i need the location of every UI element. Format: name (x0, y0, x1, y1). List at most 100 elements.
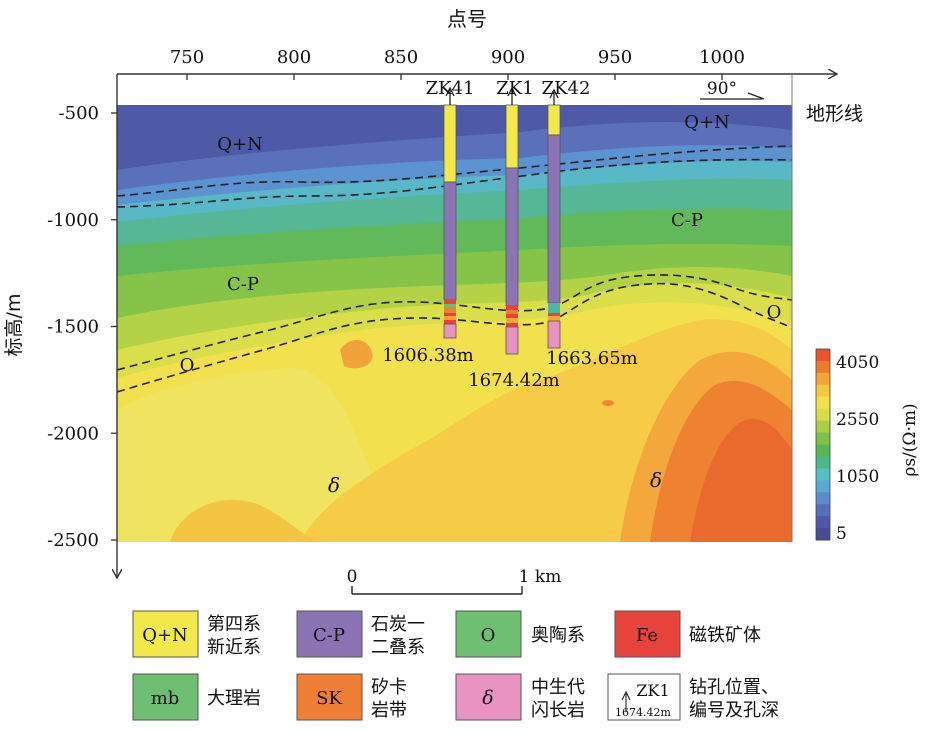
legend-symbol: δ (482, 687, 493, 709)
legend-symbol: ZK1 (636, 681, 669, 700)
left-axis-ticks: -500 -1000 -1500 -2000 -2500 (47, 103, 117, 551)
left-axis-tick-label: -1500 (47, 317, 99, 338)
unit-label-diorite-right: δ (650, 468, 662, 492)
colorbar-label: 5 (836, 524, 847, 544)
borehole-zk42 (547, 104, 561, 349)
legend-swatch-sk (296, 673, 363, 721)
top-axis-tick-label: 800 (277, 47, 311, 68)
legend-text: 大理岩 (207, 688, 261, 709)
legend-symbol: SK (316, 688, 342, 709)
colorbar-label: 2550 (836, 410, 879, 430)
colorbar-segment (816, 408, 830, 422)
colorbar-segment (816, 468, 830, 481)
top-axis: 750 800 850 900 950 1000 点号 (117, 7, 836, 80)
colorbar-segment (816, 432, 830, 445)
legend-swatch-diorite (455, 673, 522, 721)
unit-label-o-left: O (180, 355, 195, 376)
legend-swatch-o (455, 610, 522, 658)
legend-symbol: Fe (636, 625, 658, 646)
legend-symbol: C-P (313, 625, 345, 646)
scale-bar-end: 1 km (519, 567, 562, 587)
legend-swatch-cp (296, 610, 363, 658)
top-axis-tick-label: 900 (491, 47, 525, 68)
borehole-label-zk1: ZK1 (496, 78, 533, 99)
legend-text: 第四系 (207, 614, 261, 635)
colorbar-label: 1050 (836, 467, 879, 487)
colorbar-segment (816, 420, 830, 434)
legend-symbol: Q+N (142, 625, 188, 646)
colorbar-segment (816, 528, 830, 541)
legend-sub: 1674.42m (615, 706, 671, 719)
resistivity-contour-map (117, 105, 792, 542)
legend-swatch-qn (132, 610, 199, 658)
colorbar (815, 348, 831, 541)
borehole-arrow-icon (621, 690, 631, 712)
legend-text: 中生代 (531, 677, 585, 698)
legend-text: 岩带 (371, 700, 407, 721)
terrain-line-label: 地形线 (806, 103, 863, 125)
unit-label-o-right: O (767, 302, 782, 323)
colorbar-segment (816, 516, 830, 529)
colorbar-segment (816, 480, 830, 493)
borehole-depth-zk42: 1663.65m (546, 348, 638, 369)
unit-label-cp-right: C-P (671, 210, 703, 231)
legend-text: 奥陶系 (531, 625, 585, 646)
top-axis-title: 点号 (447, 7, 487, 31)
borehole-label-zk42: ZK42 (542, 78, 591, 99)
unit-label-diorite-left: δ (328, 473, 340, 497)
boundary-qn-cp-lower (116, 158, 793, 208)
unit-label-qn-left: Q+N (217, 134, 263, 155)
legend-text: 新近系 (207, 637, 261, 658)
unit-label-cp-left: C-P (227, 274, 259, 295)
legend-symbol: mb (151, 688, 180, 709)
borehole-zk1 (505, 104, 519, 355)
legend-swatch-borehole (607, 673, 681, 721)
colorbar-segment (816, 456, 830, 469)
left-axis-tick-label: -1000 (47, 210, 99, 231)
direction-label: 90° (707, 79, 737, 99)
colorbar-segment (816, 372, 830, 386)
top-axis-tick-label: 950 (598, 47, 632, 68)
colorbar-segment (816, 504, 830, 517)
top-axis-ticks: 750 800 850 900 950 1000 (170, 47, 745, 80)
colorbar-frame (815, 348, 831, 541)
borehole-depth-zk1: 1674.42m (468, 370, 560, 391)
left-axis-tick-label: -2500 (47, 530, 99, 551)
left-axis: -500 -1000 -1500 -2000 -2500 标高/m (3, 74, 117, 577)
legend-text: 闪长岩 (531, 700, 585, 721)
legend-text: 磁铁矿体 (689, 625, 761, 646)
left-axis-tick-label: -2000 (47, 423, 99, 444)
legend: Q+N 第四系 新近系 C-P 石炭一 二叠系 O 奥陶系 Fe 磁铁矿体 mb… (132, 610, 779, 721)
top-axis-tick-label: 1000 (699, 47, 745, 68)
legend-symbol: O (481, 625, 496, 646)
unit-label-qn-right: Q+N (684, 112, 730, 133)
legend-swatch-mb (132, 673, 199, 721)
colorbar-labels: 4050 2550 1050 5 (836, 353, 879, 544)
legend-text: 钻孔位置、 (689, 677, 779, 698)
top-axis-tick-label: 750 (170, 47, 204, 68)
legend-swatch-fe (614, 610, 681, 658)
colorbar-segment (816, 396, 830, 410)
colorbar-title: ρs/(Ω·m) (900, 403, 920, 476)
legend-text: 石炭一 (371, 614, 425, 635)
scale-bar-start: 0 (347, 567, 358, 587)
legend-text: 矽卡 (371, 677, 407, 698)
top-axis-tick-label: 850 (384, 47, 418, 68)
colorbar-segment (816, 492, 830, 505)
colorbar-segment (816, 384, 830, 398)
borehole-depth-zk41: 1606.38m (382, 345, 474, 366)
legend-text: 二叠系 (371, 637, 425, 658)
scale-bar: 0 1 km (347, 567, 562, 595)
borehole-markers (445, 86, 559, 105)
direction-arrow-icon (700, 92, 765, 100)
left-axis-title: 标高/m (3, 294, 25, 357)
colorbar-label: 4050 (836, 353, 879, 373)
colorbar-segment (816, 360, 830, 374)
borehole-label-zk41: ZK41 (426, 78, 475, 99)
left-axis-tick-label: -500 (59, 103, 99, 124)
colorbar-segment (816, 444, 830, 457)
borehole-zk41 (443, 104, 457, 339)
legend-text: 编号及孔深 (689, 700, 779, 721)
colorbar-segment (816, 349, 830, 362)
